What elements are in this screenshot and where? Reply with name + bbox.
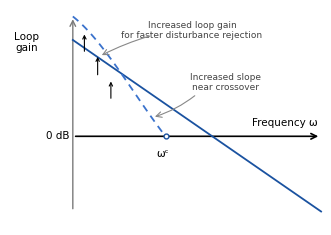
Text: Increased loop gain
for faster disturbance rejection: Increased loop gain for faster disturban… [121,21,262,40]
Text: 0 dB: 0 dB [46,131,70,141]
Text: ωᶜ: ωᶜ [156,149,168,159]
Text: Frequency ω: Frequency ω [252,118,318,128]
Text: Increased slope
near crossover: Increased slope near crossover [190,73,260,92]
Text: Loop
gain: Loop gain [14,31,39,53]
